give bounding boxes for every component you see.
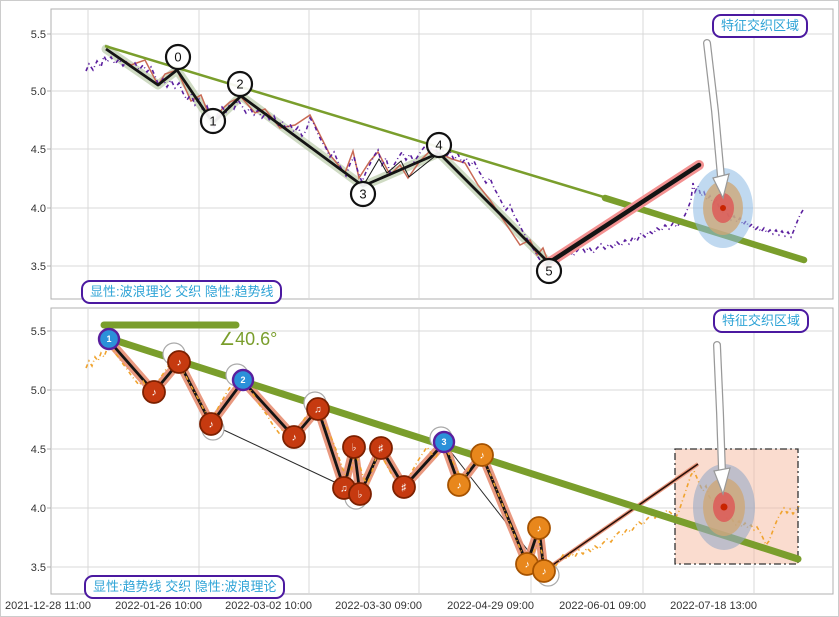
- note-marker-glyph: ♭: [352, 443, 357, 454]
- target-dot-bottom: [720, 503, 728, 511]
- note-marker-glyph: ♫: [340, 484, 348, 495]
- y-tick-label: 4.5: [31, 444, 46, 456]
- feature-top-text: 特征交织区域: [721, 18, 800, 33]
- note-marker: [348, 482, 372, 506]
- wave-circle-0: [164, 43, 192, 71]
- x-tick-label: 2021-12-28 11:00: [5, 600, 91, 612]
- wave-circle-label-3: 3: [359, 187, 366, 202]
- note-marker: [447, 473, 471, 497]
- legend-bottom-box: 显性:趋势线 交织 隐性:波浪理论: [84, 575, 286, 599]
- note-marker: [392, 475, 416, 499]
- y-tick-label: 4.0: [31, 503, 46, 515]
- wave-secondary-top: [362, 152, 440, 187]
- y-tick-label: 5.0: [31, 385, 46, 397]
- price-line-bottom: [85, 343, 800, 575]
- wave-circle-3: [349, 180, 377, 208]
- note-marker: [342, 435, 366, 459]
- note-marker-glyph: ♪: [457, 481, 462, 492]
- feature-region-label-bottom: 特征交织区域: [713, 309, 810, 333]
- feature-arrow-top: [704, 40, 724, 180]
- wave-line-top: [105, 47, 550, 264]
- note-marker-glyph: ♪: [537, 524, 542, 535]
- note-marker-glyph: ♯: [402, 483, 407, 494]
- numbered-marker-2: [231, 368, 255, 392]
- numbered-marker-label-3: 3: [441, 437, 446, 447]
- wave-circle-5: [535, 257, 563, 285]
- y-tick-label: 5.0: [31, 86, 46, 98]
- y-tick-label: 5.5: [31, 326, 46, 338]
- note-marker-glyph: ♪: [177, 358, 182, 369]
- legend-bottom-text: 显性:趋势线 交织 隐性:波浪理论: [93, 579, 277, 594]
- x-tick-label: 2022-03-02 10:00: [225, 600, 312, 612]
- recovery-line-bottom: [543, 463, 699, 572]
- trend-angle-label: ∠40.6°: [219, 329, 277, 349]
- y-tick-label: 3.5: [31, 562, 46, 574]
- note-marker-glyph: ♫: [314, 405, 322, 416]
- trend-line-top-thin: [104, 44, 608, 200]
- legend-top-text: 显性:波浪理论 交织 隐性:趋势线: [90, 284, 274, 299]
- wave-circle-label-2: 2: [236, 77, 243, 92]
- note-marker: [527, 516, 551, 540]
- x-tick-label: 2022-06-01 09:00: [559, 600, 646, 612]
- note-marker-glyph: ♪: [542, 567, 547, 578]
- note-marker: [282, 425, 306, 449]
- note-marker: [532, 559, 556, 583]
- numbered-marker-3: [432, 430, 456, 454]
- note-marker: [470, 443, 494, 467]
- target-dot-top: [720, 205, 726, 211]
- note-marker-glyph: ♭: [358, 490, 363, 501]
- note-marker-glyph: ♪: [480, 451, 485, 462]
- feature-arrowhead-top: [712, 173, 730, 200]
- x-tick-label: 2022-01-26 10:00: [115, 600, 202, 612]
- y-tick-label: 5.5: [31, 29, 46, 41]
- x-tick-label: 2022-07-18 13:00: [670, 600, 757, 612]
- legend-top-box: 显性:波浪理论 交织 隐性:趋势线: [81, 280, 283, 304]
- wave-circle-label-4: 4: [435, 138, 442, 153]
- note-marker-glyph: ♪: [152, 388, 157, 399]
- wave-circle-label-0: 0: [174, 50, 181, 65]
- feature-arrowhead-bottom: [713, 467, 731, 496]
- note-marker: [369, 436, 393, 460]
- y-tick-label: 4.5: [31, 144, 46, 156]
- wave-circle-label-5: 5: [545, 264, 552, 279]
- y-tick-label: 4.0: [31, 203, 46, 215]
- note-marker-glyph: ♪: [525, 560, 530, 571]
- x-tick-label: 2022-03-30 09:00: [335, 600, 422, 612]
- numbered-marker-label-2: 2: [240, 375, 245, 385]
- recovery-line-top: [544, 162, 702, 267]
- note-marker-glyph: ♯: [379, 444, 384, 455]
- note-marker-glyph: ♪: [209, 420, 214, 431]
- note-marker: [306, 397, 330, 421]
- note-marker: [167, 350, 191, 374]
- feature-bottom-text: 特征交织区域: [722, 313, 801, 328]
- wave-circle-label-1: 1: [209, 114, 216, 129]
- wave-circle-1: [199, 107, 227, 135]
- note-marker: [142, 380, 166, 404]
- feature-region-label-top: 特征交织区域: [712, 14, 809, 38]
- x-tick-label: 2022-04-29 09:00: [447, 600, 534, 612]
- numbered-marker-label-1: 1: [106, 334, 111, 344]
- wave-circle-4: [425, 131, 453, 159]
- note-marker: [199, 412, 223, 436]
- numbered-marker-1: [97, 327, 121, 351]
- note-marker-glyph: ♪: [292, 433, 297, 444]
- y-tick-label: 3.5: [31, 261, 46, 273]
- feature-arrow-bottom: [714, 342, 725, 474]
- wave-circle-2: [226, 70, 254, 98]
